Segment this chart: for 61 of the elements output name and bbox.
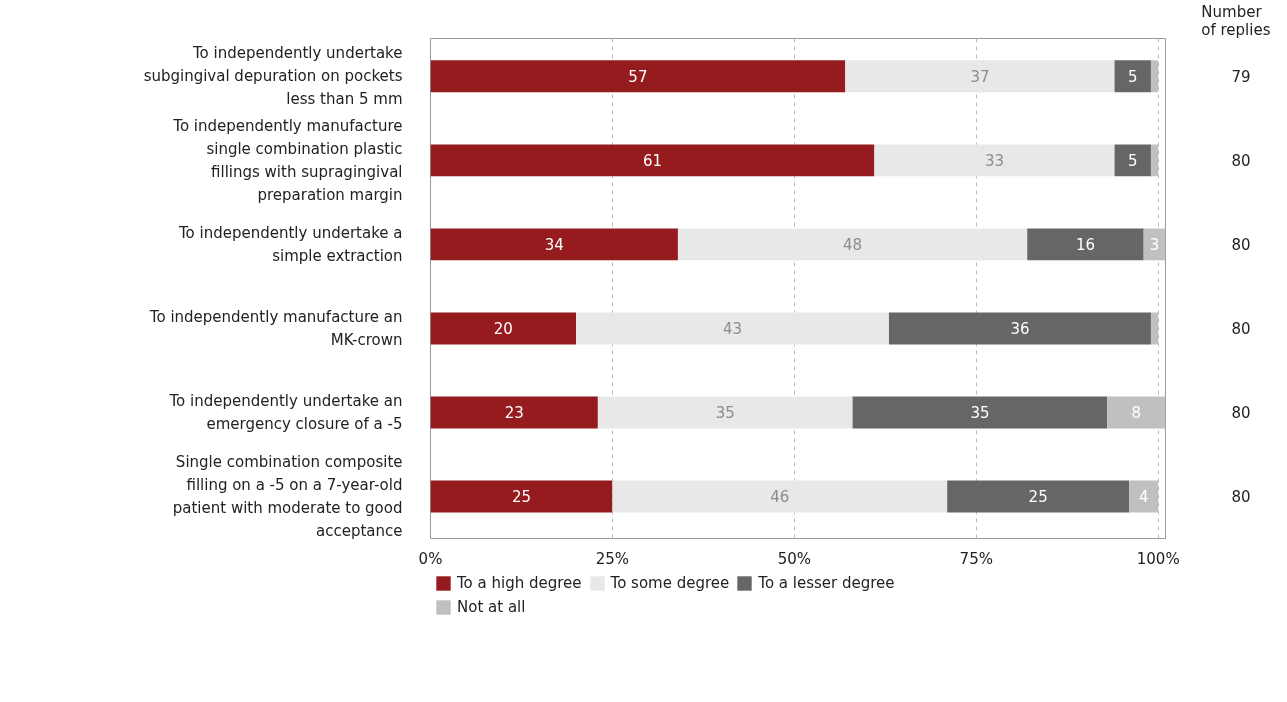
data-label: 57 [628, 68, 648, 87]
bar [874, 144, 1115, 177]
x-tick-label: 25% [595, 549, 630, 568]
y-tick-label: Single combination composite filling on a -5 on a 7-year-old patient with moderate to good acceptance [172, 452, 403, 541]
data-label: 25 [1028, 488, 1048, 507]
bar [576, 312, 889, 345]
y-tick-label: To independently undertake subgingival depuration on pockets less than 5 mm [143, 44, 403, 109]
legend-label: To some degree [610, 574, 730, 592]
y-tick-label: To independently manufacture an MK-crown [148, 307, 403, 350]
bar [888, 312, 1151, 345]
data-label: 25 [511, 488, 532, 507]
data-label: 4 [1138, 488, 1149, 507]
data-label: 16 [1075, 236, 1095, 255]
data-label: 8 [1131, 404, 1142, 423]
y-tick-label: To independently undertake an emergency closure of a -5 [168, 391, 403, 434]
data-label: 37 [970, 68, 990, 87]
legend-label: To a lesser degree [758, 574, 895, 592]
data-label: 48 [843, 236, 863, 255]
data-label: 23 [504, 404, 524, 423]
bar [430, 60, 846, 93]
bar [430, 396, 598, 429]
x-tick-label: 100% [1136, 549, 1180, 568]
bar [1027, 228, 1144, 261]
data-label: 5 [1127, 152, 1138, 171]
data-label: 35 [715, 404, 735, 423]
data-label: 20 [493, 320, 513, 339]
text: 80 [1231, 152, 1251, 171]
data-label: 61 [642, 152, 663, 171]
legend-label: Not at all [457, 598, 526, 616]
data-label: 33 [984, 152, 1005, 171]
bar [430, 480, 613, 513]
data-label: 34 [544, 236, 564, 255]
x-tick-label: 50% [777, 549, 812, 568]
data-label: 5 [1127, 68, 1138, 87]
text: 80 [1231, 236, 1251, 255]
bar [1114, 144, 1151, 177]
legend-label: To a high degree [457, 574, 582, 592]
x-tick-label: 75% [959, 549, 993, 568]
y-tick-label: To independently undertake a simple extraction [177, 223, 403, 265]
data-label: 3 [1149, 236, 1160, 255]
bar [677, 228, 1028, 261]
text: 80 [1231, 488, 1251, 507]
text: Number of replies [1201, 2, 1271, 39]
bar [1114, 60, 1151, 93]
text: 80 [1231, 404, 1251, 423]
bar [430, 228, 678, 261]
data-label: 35 [970, 404, 990, 423]
bar [852, 396, 1108, 429]
bar [845, 60, 1115, 93]
bar [612, 480, 948, 513]
data-label: 46 [770, 488, 790, 507]
data-label: 36 [1010, 320, 1030, 339]
bar [597, 396, 853, 429]
y-tick-label: To independently manufacture single combination plastic fillings with supragingival preparation margin [172, 116, 403, 205]
text: 79 [1231, 68, 1251, 87]
bar [430, 312, 577, 345]
text: 80 [1231, 320, 1251, 339]
data-label: 43 [722, 320, 743, 339]
x-tick-label: 0% [418, 549, 443, 568]
bar [947, 480, 1130, 513]
bar [430, 144, 875, 177]
